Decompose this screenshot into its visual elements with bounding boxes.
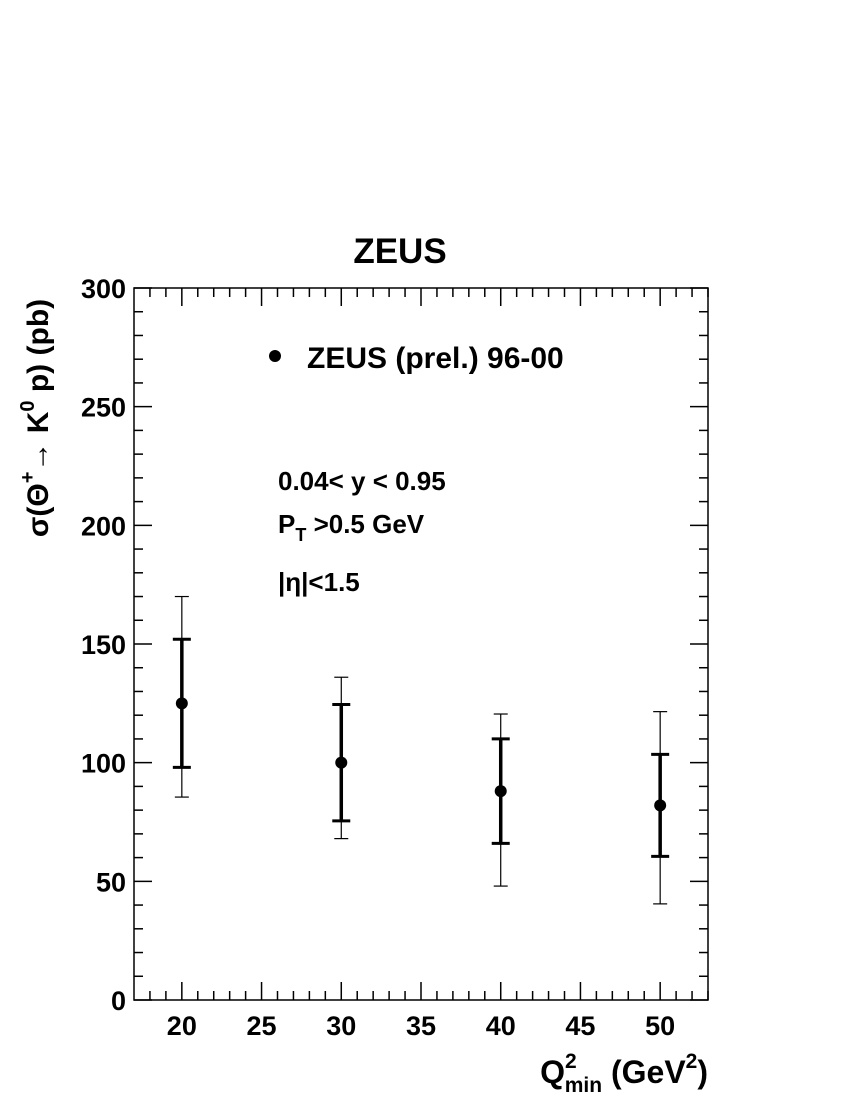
data-point [175,697,188,710]
y-label-part: → K [22,411,55,471]
y-tick-label: 50 [96,867,126,897]
x-tick-label: 45 [565,1011,595,1041]
plot-frame [133,287,709,1001]
x-label-sub: min [565,1074,602,1097]
y-label-sup: 0 [17,400,39,411]
x-tick-label: 30 [326,1011,356,1041]
legend-marker [269,350,281,362]
annotation-part: P [278,509,295,539]
y-tick-label: 0 [111,986,126,1016]
x-tick-label: 25 [247,1011,277,1041]
y-axis-label: σ(Θ+→ K0 p) (pb) [17,299,55,537]
x-label-part: Q [540,1054,565,1090]
annotation-sub: T [295,525,306,545]
y-tick-label: 250 [81,393,126,423]
data-point [654,799,667,812]
chart-title: ZEUS [353,232,446,271]
x-axis-label: Q2 min (GeV2) [540,1050,708,1097]
y-tick-label: 150 [81,630,126,660]
x-tick-label: 20 [167,1011,197,1041]
annotation: 0.04< y < 0.95 [278,466,446,496]
annotation-part: >0.5 GeV [306,509,424,539]
y-label-part: σ(Θ [22,483,55,537]
y-tick-label: 200 [81,511,126,541]
data-point [494,785,507,798]
x-tick-label: 40 [486,1011,516,1041]
annotation: PT >0.5 GeV [278,509,425,545]
y-tick-label: 300 [81,274,126,304]
x-tick-label: 35 [406,1011,436,1041]
legend-label: ZEUS (prel.) 96-00 [307,342,564,375]
x-tick-label: 50 [645,1011,675,1041]
x-label-part: ) [697,1054,708,1090]
data-point [335,756,348,769]
x-label-sup: 2 [565,1050,577,1073]
x-label-part: (GeV [602,1054,686,1090]
annotation: |η|<1.5 [278,567,360,597]
y-label-part: p) (pb) [22,299,55,401]
y-label-sup: + [17,472,39,484]
y-tick-label: 100 [81,749,126,779]
x-label-sup: 2 [686,1050,698,1073]
